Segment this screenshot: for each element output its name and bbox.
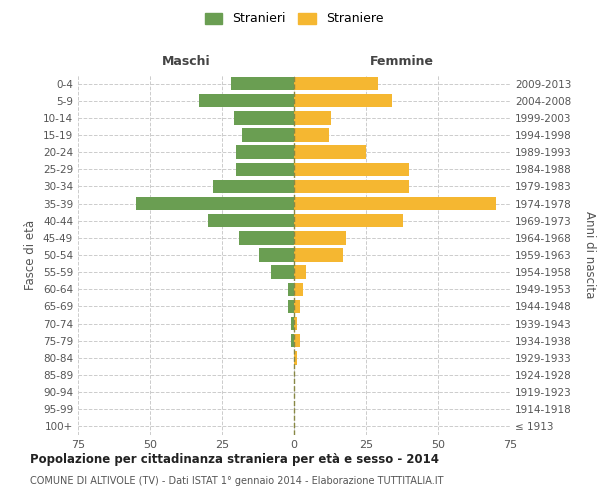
Bar bbox=[294, 317, 297, 330]
Bar bbox=[294, 231, 346, 244]
Y-axis label: Anni di nascita: Anni di nascita bbox=[583, 212, 596, 298]
Bar bbox=[208, 214, 294, 228]
Text: COMUNE DI ALTIVOLE (TV) - Dati ISTAT 1° gennaio 2014 - Elaborazione TUTTITALIA.I: COMUNE DI ALTIVOLE (TV) - Dati ISTAT 1° … bbox=[30, 476, 443, 486]
Bar bbox=[294, 197, 496, 210]
Bar bbox=[294, 351, 297, 364]
Text: Maschi: Maschi bbox=[161, 55, 211, 68]
Bar bbox=[236, 162, 294, 176]
Bar bbox=[239, 231, 294, 244]
Bar bbox=[236, 146, 294, 159]
Bar bbox=[294, 146, 366, 159]
Y-axis label: Fasce di età: Fasce di età bbox=[25, 220, 37, 290]
Bar bbox=[291, 317, 294, 330]
Bar bbox=[230, 77, 294, 90]
Bar bbox=[294, 266, 305, 279]
Legend: Stranieri, Straniere: Stranieri, Straniere bbox=[201, 8, 387, 29]
Bar bbox=[199, 94, 294, 108]
Bar bbox=[294, 282, 302, 296]
Text: Femmine: Femmine bbox=[370, 55, 434, 68]
Bar bbox=[291, 334, 294, 347]
Bar bbox=[294, 162, 409, 176]
Bar bbox=[294, 180, 409, 193]
Bar bbox=[288, 300, 294, 313]
Bar bbox=[294, 77, 377, 90]
Bar bbox=[136, 197, 294, 210]
Bar bbox=[288, 282, 294, 296]
Bar bbox=[294, 248, 343, 262]
Bar bbox=[294, 334, 300, 347]
Bar bbox=[271, 266, 294, 279]
Bar bbox=[294, 111, 331, 124]
Text: Popolazione per cittadinanza straniera per età e sesso - 2014: Popolazione per cittadinanza straniera p… bbox=[30, 452, 439, 466]
Bar bbox=[294, 128, 329, 141]
Bar bbox=[259, 248, 294, 262]
Bar bbox=[214, 180, 294, 193]
Bar bbox=[242, 128, 294, 141]
Bar bbox=[294, 214, 403, 228]
Bar bbox=[233, 111, 294, 124]
Bar bbox=[294, 94, 392, 108]
Bar bbox=[294, 300, 300, 313]
